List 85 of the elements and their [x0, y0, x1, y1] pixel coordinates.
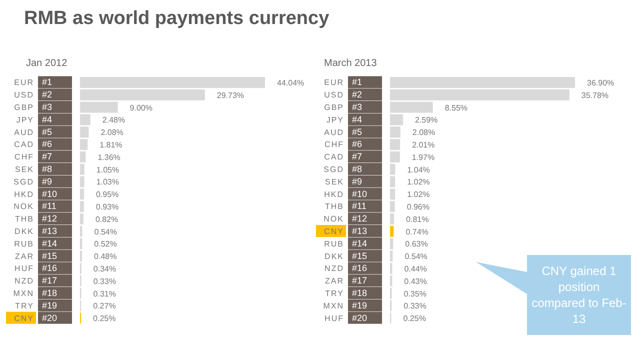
y-tick-label: EUR #1 — [324, 77, 362, 88]
y-tick-label: THB #11 — [325, 201, 366, 212]
data-label: 1.02% — [407, 190, 430, 200]
y-tick-label: GBP #3 — [324, 102, 362, 112]
data-label: 0.81% — [406, 214, 429, 224]
data-label: 2.48% — [102, 116, 126, 125]
data-label: 2.01% — [412, 140, 435, 150]
y-tick-label: CAD #6 — [14, 139, 52, 150]
bar — [390, 226, 394, 237]
data-label: 0.33% — [404, 302, 426, 311]
y-tick-label: NZD #17 — [14, 276, 58, 286]
data-label: 9.00% — [130, 103, 152, 112]
y-tick-label: RUB #14 — [14, 238, 58, 248]
y-tick-label: TRY #18 — [325, 288, 368, 298]
y-tick-label: NOK #11 — [14, 201, 56, 212]
y-tick-label: HKD #10 — [14, 188, 58, 199]
y-tick-label: HUF #20 — [324, 312, 368, 323]
data-label: 0.48% — [94, 252, 117, 262]
y-tick-label: USD #2 — [324, 90, 362, 100]
y-tick-label: HKD #10 — [324, 188, 368, 199]
y-tick-label: NOK #12 — [324, 214, 368, 224]
data-label: 0.35% — [404, 289, 426, 298]
y-tick-label: RUB #14 — [324, 238, 368, 248]
data-label: 0.95% — [96, 190, 119, 200]
y-tick-label: GBP #3 — [14, 102, 52, 112]
data-label: 0.93% — [96, 202, 119, 212]
data-label: 0.25% — [403, 314, 426, 324]
data-label: 0.33% — [93, 276, 116, 286]
data-label: 1.36% — [98, 152, 120, 162]
y-tick-label: HUF #16 — [14, 263, 58, 274]
y-tick-label: DKK #13 — [14, 226, 58, 236]
y-tick-label: JPY #4 — [326, 114, 362, 124]
y-tick-label: CHF #6 — [324, 139, 362, 150]
data-label: 1.03% — [96, 178, 120, 187]
y-tick-label: ZAR #17 — [325, 276, 368, 286]
data-label: 0.52% — [94, 240, 117, 249]
data-label: 2.59% — [414, 116, 438, 125]
data-label: 0.25% — [93, 314, 116, 324]
data-label: 2.08% — [100, 128, 124, 138]
data-label: 35.78% — [581, 90, 609, 100]
y-tick-label: THB #12 — [15, 214, 58, 224]
chart-subtitle: Jan 2012 — [26, 58, 68, 71]
data-label: 0.54% — [404, 252, 428, 262]
y-tick-label: JPY #4 — [16, 114, 52, 124]
data-label: 2.08% — [412, 128, 436, 138]
data-label: 0.82% — [95, 214, 118, 224]
data-label: 0.27% — [93, 302, 116, 311]
data-label: 0.31% — [93, 289, 116, 298]
y-tick-label: CNY #20 — [14, 312, 58, 323]
y-tick-label: CNY #13 — [324, 226, 368, 236]
data-label: 0.43% — [404, 276, 427, 286]
data-label: 0.96% — [406, 202, 430, 212]
y-tick-label: MXN #18 — [13, 288, 58, 298]
data-label: 1.97% — [412, 152, 435, 162]
data-label: 0.63% — [405, 240, 428, 249]
data-label: 0.44% — [404, 264, 427, 274]
data-label: 44.04% — [277, 78, 304, 88]
y-tick-label: MXN #19 — [323, 300, 368, 310]
y-tick-label: SGD #8 — [324, 164, 362, 174]
y-tick-label: SGD #9 — [14, 176, 52, 186]
y-tick-label: USD #2 — [14, 90, 52, 100]
y-tick-label: SEK #8 — [14, 164, 52, 174]
y-tick-label: NZD #16 — [324, 263, 368, 274]
data-label: 29.73% — [216, 90, 244, 100]
annotation: CNY gained 1 position compared to Feb-13 — [530, 263, 628, 328]
chart-title: March 2013 — [324, 58, 378, 71]
chart-title: RMB as world payments currency — [24, 8, 330, 30]
y-tick-label: TRY #19 — [15, 300, 58, 310]
data-label: 0.74% — [406, 227, 428, 236]
y-tick-label: DKK #15 — [324, 250, 368, 261]
y-tick-label: SEK #9 — [324, 176, 362, 186]
y-tick-label: AUD #5 — [14, 126, 52, 137]
y-tick-label: ZAR #15 — [15, 250, 58, 261]
data-label: 0.54% — [94, 227, 117, 236]
data-label: 1.81% — [100, 140, 122, 150]
data-label: 8.55% — [444, 103, 468, 112]
data-label: 0.34% — [93, 264, 116, 274]
y-tick-label: EUR #1 — [14, 77, 52, 88]
y-tick-label: CHF #7 — [14, 152, 52, 162]
y-tick-label: AUD #5 — [324, 126, 362, 137]
data-label: 36.90% — [587, 78, 614, 88]
data-label: 1.02% — [407, 178, 430, 187]
y-tick-label: CAD #7 — [324, 152, 362, 162]
data-label: 1.04% — [407, 165, 430, 174]
data-label: 1.05% — [96, 165, 120, 174]
